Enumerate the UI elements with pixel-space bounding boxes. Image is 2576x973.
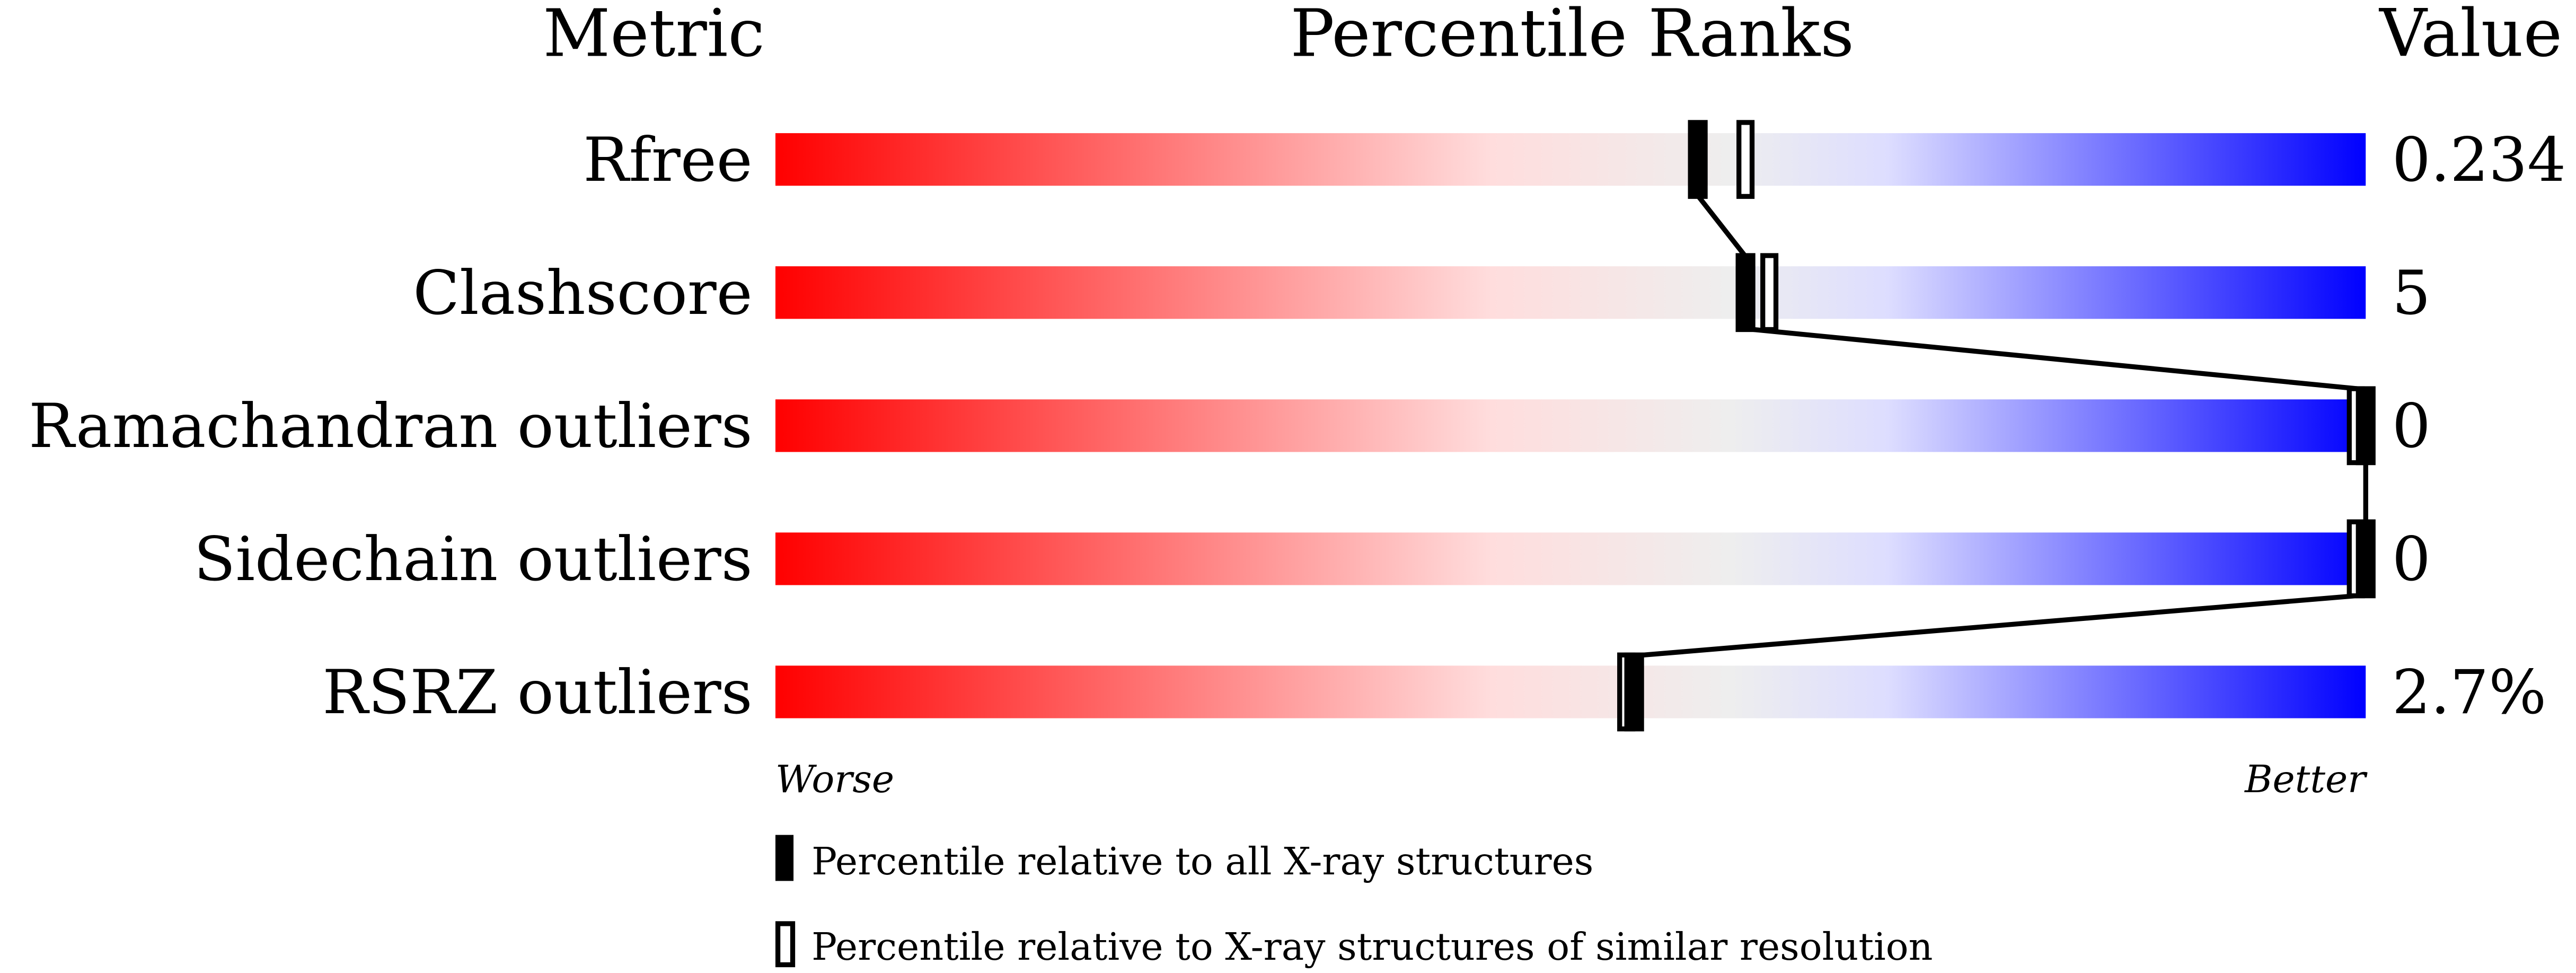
- percentile-bar: [775, 665, 2366, 718]
- axis-label-worse: Worse: [775, 757, 894, 801]
- metric-value: 0: [2392, 391, 2431, 462]
- marker-similar-resolution: [1736, 120, 1755, 199]
- connector-line: [1745, 326, 2366, 392]
- marker-all-structures: [1624, 652, 1644, 732]
- metric-label: Ramachandran outliers: [29, 391, 752, 462]
- header-value: Value: [2378, 0, 2562, 72]
- percentile-bar: [775, 266, 2366, 319]
- marker-all-structures: [2356, 519, 2376, 599]
- metric-label: Clashscore: [413, 258, 752, 329]
- metric-value: 5: [2392, 258, 2431, 329]
- legend-label-all: Percentile relative to all X-ray structu…: [811, 839, 1593, 883]
- metric-label: Sidechain outliers: [194, 524, 753, 595]
- legend-label-similar: Percentile relative to X-ray structures …: [811, 925, 1933, 969]
- connector-line: [1696, 194, 1748, 258]
- marker-all-structures: [1735, 253, 1755, 332]
- metric-value: 2.7%: [2392, 658, 2546, 728]
- header-metric: Metric: [543, 0, 764, 72]
- metric-value: 0.234: [2392, 125, 2566, 196]
- metric-label: RSRZ outliers: [322, 658, 752, 728]
- percentile-bar: [775, 133, 2366, 186]
- header-percentile-ranks: Percentile Ranks: [1290, 0, 1854, 72]
- metric-value: 0: [2392, 524, 2431, 595]
- marker-similar-resolution: [1760, 253, 1779, 332]
- percentile-bar: [775, 399, 2366, 452]
- percentile-bar: [775, 532, 2366, 585]
- legend-open-marker: [775, 921, 796, 968]
- legend-filled-marker: [775, 835, 794, 881]
- axis-label-better: Better: [2244, 757, 2368, 801]
- metric-label: Rfree: [583, 125, 752, 196]
- marker-all-structures: [1688, 120, 1708, 199]
- connector-line: [1634, 592, 2366, 659]
- marker-all-structures: [2356, 386, 2376, 466]
